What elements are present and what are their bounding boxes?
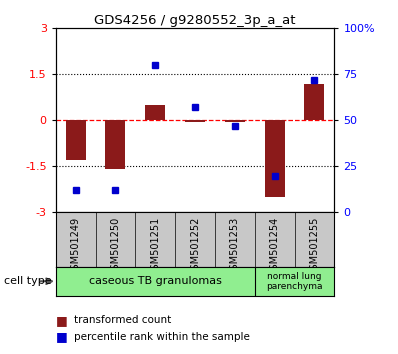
Text: GSM501251: GSM501251 bbox=[150, 217, 160, 276]
Bar bbox=[225, 120, 245, 122]
Text: GSM501249: GSM501249 bbox=[70, 217, 81, 276]
Bar bbox=[66, 120, 86, 160]
Text: cell type: cell type bbox=[4, 276, 52, 286]
Text: caseous TB granulomas: caseous TB granulomas bbox=[89, 276, 222, 286]
Text: normal lung
parenchyma: normal lung parenchyma bbox=[266, 272, 323, 291]
Bar bbox=[265, 120, 285, 197]
Text: GSM501253: GSM501253 bbox=[230, 217, 240, 276]
Text: GSM501254: GSM501254 bbox=[269, 217, 280, 276]
Title: GDS4256 / g9280552_3p_a_at: GDS4256 / g9280552_3p_a_at bbox=[94, 14, 296, 27]
Text: ■: ■ bbox=[56, 331, 68, 343]
Text: GSM501255: GSM501255 bbox=[309, 217, 320, 276]
Bar bbox=[145, 105, 165, 120]
Bar bbox=[304, 84, 324, 120]
Text: transformed count: transformed count bbox=[74, 315, 171, 325]
Bar bbox=[105, 120, 125, 170]
Text: ■: ■ bbox=[56, 314, 68, 327]
Text: GSM501250: GSM501250 bbox=[110, 217, 121, 276]
Text: GSM501252: GSM501252 bbox=[190, 217, 200, 276]
Text: percentile rank within the sample: percentile rank within the sample bbox=[74, 332, 250, 342]
Bar bbox=[185, 120, 205, 122]
